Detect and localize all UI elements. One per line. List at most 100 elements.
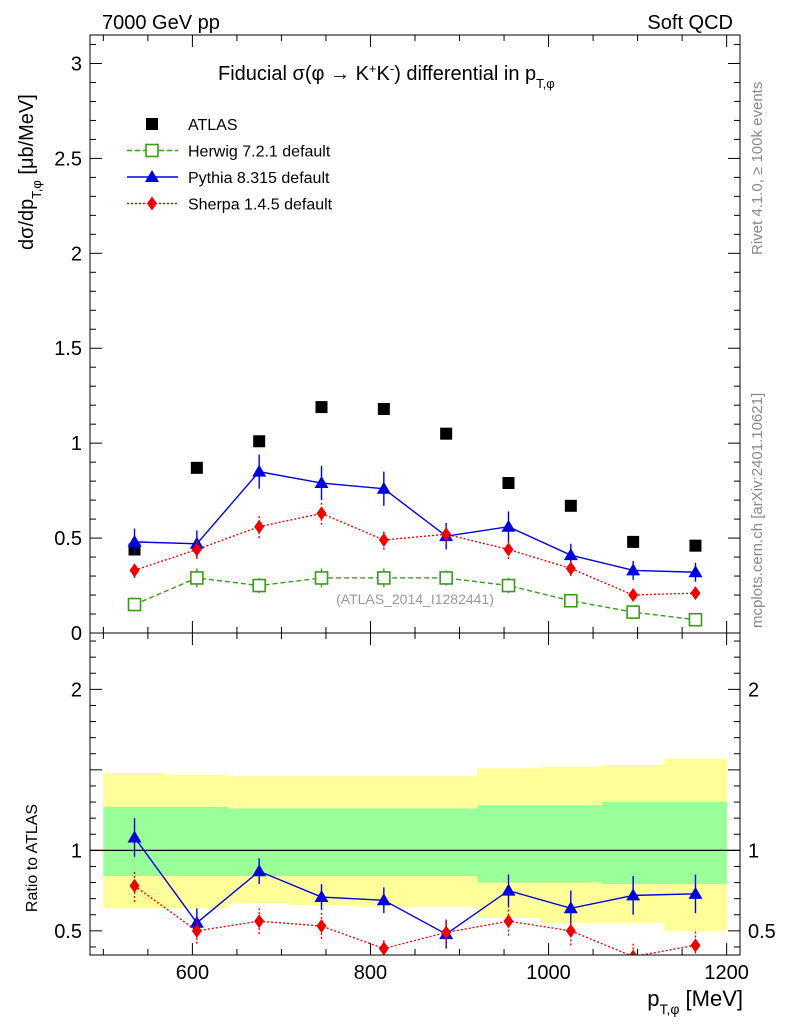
point-atlas [689, 539, 702, 552]
main-y-tick-label: 2.5 [54, 148, 82, 170]
legend-label-herwig: Herwig 7.2.1 default [188, 144, 331, 161]
ratio-y-tick-label-right: 1 [748, 840, 759, 862]
ratio-point-sherpa [441, 925, 452, 940]
point-atlas [502, 477, 515, 490]
ratio-point-sherpa [565, 923, 576, 938]
point-atlas [253, 435, 266, 448]
main-title: Fiducial σ(φ → K+K-) differential in pT,… [218, 61, 555, 91]
point-atlas [315, 401, 328, 414]
ratio-y-tick-label: 1 [71, 840, 82, 862]
uncertainty-band-inner [415, 808, 478, 877]
ratio-point-pythia [626, 888, 641, 901]
ratio-point-sherpa [191, 923, 202, 938]
point-sherpa [628, 588, 639, 603]
uncertainty-band-inner [477, 805, 541, 883]
point-atlas [627, 535, 640, 548]
uncertainty-band-inner [539, 805, 603, 883]
point-atlas [377, 402, 390, 415]
uncertainty-band-inner [601, 802, 665, 885]
ratio-point-sherpa [254, 914, 265, 929]
header-energy: 7000 GeV pp [102, 12, 220, 34]
main-y-tick-label: 0.5 [54, 528, 82, 550]
analysis-watermark: (ATLAS_2014_I1282441) [336, 591, 494, 607]
point-herwig [127, 597, 142, 612]
point-pythia [252, 464, 267, 477]
x-tick-label: 1000 [526, 962, 571, 984]
ratio-point-pythia [501, 883, 516, 896]
ratio-point-sherpa [316, 919, 327, 934]
point-sherpa [316, 506, 327, 521]
main-plot: 0 0.5 1 1.5 2 2.5 3 [54, 34, 741, 645]
ratio-line-pythia [133, 837, 696, 935]
main-y-tick-label: 1 [71, 433, 82, 455]
ratio-point-pythia [314, 890, 329, 903]
main-data [127, 401, 703, 627]
ratio-y-tick-label: 2 [71, 679, 82, 701]
point-atlas [440, 427, 453, 440]
point-herwig [626, 605, 640, 619]
main-y-tick-label: 3 [71, 53, 82, 75]
point-atlas [190, 461, 203, 474]
ratio-line-sherpa [134, 885, 696, 955]
side-label-mcplots: mcplots.cern.ch [arXiv:2401.10621] [749, 393, 766, 628]
ratio-point-pythia [563, 901, 578, 914]
main-y-tick-label: 0 [71, 623, 82, 645]
ratio-point-pythia [127, 830, 142, 843]
uncertainty-band-inner [352, 808, 416, 877]
legend-marker-herwig [145, 143, 159, 158]
ratio-point-pythia [252, 864, 267, 877]
ratio-point-sherpa [378, 941, 389, 955]
ratio-data [90, 758, 740, 955]
point-herwig [688, 612, 703, 627]
uncertainty-band-inner [165, 806, 229, 877]
point-sherpa [565, 561, 576, 576]
main-y-tick-label: 1.5 [54, 338, 82, 360]
point-herwig [501, 578, 516, 593]
legend-marker-pythia [145, 170, 159, 182]
uncertainty-band-inner [290, 808, 354, 877]
ratio-y-tick-label: 0.5 [54, 921, 82, 943]
ratio-y-axis-label: Ratio to ATLAS [24, 804, 41, 912]
ratio-point-sherpa [503, 914, 514, 929]
x-axis-label: pT,φ [MeV] [647, 986, 743, 1017]
point-pythia [314, 476, 329, 489]
ratio-point-sherpa [129, 878, 140, 893]
ratio-point-sherpa [629, 949, 638, 955]
legend-label-sherpa: Sherpa 1.4.5 default [188, 197, 333, 214]
point-sherpa [191, 542, 202, 557]
ratio-point-sherpa [690, 938, 701, 953]
legend-label-pythia: Pythia 8.315 default [188, 170, 330, 187]
series-line-sherpa [134, 512, 696, 596]
uncertainty-band-inner [664, 802, 728, 885]
series-line-herwig [134, 577, 696, 621]
point-herwig [564, 593, 578, 608]
point-sherpa [378, 532, 389, 547]
point-pythia [626, 563, 641, 576]
x-tick-label: 600 [176, 962, 209, 984]
ratio-point-pythia [376, 893, 391, 906]
point-pythia [127, 534, 142, 547]
point-sherpa [254, 519, 265, 534]
point-pythia [501, 519, 516, 532]
main-y-axis-label: dσ/dpT,φ [μb/MeV] [16, 94, 44, 250]
point-herwig [190, 571, 204, 585]
point-sherpa [503, 542, 514, 557]
legend-marker-atlas [146, 118, 158, 130]
point-pythia [688, 565, 703, 578]
side-label-rivet: Rivet 4.1.0, ≥ 100k events [749, 82, 766, 255]
point-sherpa [690, 586, 701, 601]
point-pythia [376, 481, 391, 494]
ratio-point-pythia [688, 886, 703, 899]
point-herwig [252, 578, 266, 593]
x-tick-label: 1200 [704, 962, 749, 984]
ratio-y-tick-label-right: 2 [748, 679, 759, 701]
point-atlas [564, 499, 577, 512]
legend-label-atlas: ATLAS [188, 117, 238, 134]
point-herwig [439, 571, 453, 585]
x-tick-label: 800 [354, 962, 387, 984]
point-pythia [563, 548, 578, 561]
legend-marker-sherpa [147, 196, 157, 211]
main-y-tick-label: 2 [71, 243, 82, 265]
legend: ATLAS Herwig 7.2.1 default Pythia 8.315 de… [127, 117, 333, 214]
